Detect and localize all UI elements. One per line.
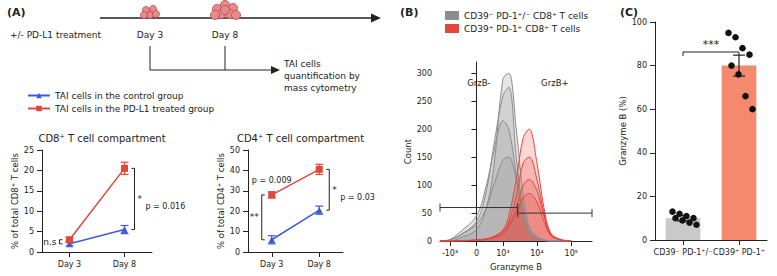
svg-text:CD8⁺ T cell compartment: CD8⁺ T cell compartment [38, 133, 165, 144]
svg-text:50: 50 [230, 146, 240, 155]
svg-text:***: *** [703, 38, 720, 51]
svg-text:p = 0.03: p = 0.03 [340, 193, 375, 202]
svg-text:300: 300 [417, 69, 432, 78]
svg-text:p = 0.016: p = 0.016 [146, 202, 186, 211]
svg-text:(A): (A) [7, 6, 26, 19]
svg-text:0: 0 [29, 248, 34, 257]
svg-text:20: 20 [637, 192, 647, 201]
svg-text:**: ** [250, 212, 260, 222]
svg-text:Day 3: Day 3 [260, 260, 283, 269]
svg-text:n.s: n.s [43, 237, 57, 247]
svg-text:0: 0 [642, 236, 647, 245]
svg-text:p = 0.009: p = 0.009 [252, 176, 292, 185]
svg-text:(C): (C) [620, 6, 638, 19]
svg-text:100: 100 [631, 17, 647, 27]
svg-text:10³: 10³ [496, 249, 509, 258]
svg-text:mass cytometry: mass cytometry [284, 83, 357, 93]
svg-text:Count: Count [403, 138, 413, 164]
svg-text:250: 250 [417, 97, 432, 106]
svg-text:CD39⁻ PD-1⁺/⁻ CD8⁺ T cells: CD39⁻ PD-1⁺/⁻ CD8⁺ T cells [464, 11, 588, 21]
svg-text:0: 0 [474, 249, 479, 258]
svg-text:Day 8: Day 8 [308, 260, 331, 269]
svg-text:150: 150 [417, 153, 432, 162]
svg-text:CD4⁺ T cell compartment: CD4⁺ T cell compartment [237, 133, 364, 144]
svg-text:40: 40 [637, 148, 647, 157]
svg-text:40: 40 [230, 166, 240, 175]
svg-text:Day 3: Day 3 [58, 260, 81, 269]
svg-text:30: 30 [230, 186, 240, 195]
svg-text:Granzyme B (%): Granzyme B (%) [618, 96, 628, 166]
svg-text:GrzB+: GrzB+ [541, 78, 569, 88]
svg-text:15: 15 [24, 186, 34, 195]
svg-text:5: 5 [29, 227, 34, 236]
svg-text:10⁵: 10⁵ [565, 249, 578, 258]
svg-text:100: 100 [417, 181, 432, 190]
svg-text:Day 8: Day 8 [113, 260, 136, 269]
svg-text:25: 25 [24, 146, 34, 155]
svg-text:*: * [332, 185, 337, 195]
svg-text:Day 8: Day 8 [212, 30, 239, 40]
svg-text:(B): (B) [400, 6, 418, 19]
svg-text:+/- PD-L1 treatment: +/- PD-L1 treatment [10, 30, 102, 40]
svg-text:TAI cells: TAI cells [283, 59, 324, 69]
svg-text:60: 60 [637, 105, 647, 114]
svg-text:Day 3: Day 3 [137, 30, 163, 40]
svg-text:% of total CD4⁺ T cells: % of total CD4⁺ T cells [216, 153, 226, 249]
svg-text:80: 80 [637, 61, 647, 70]
svg-text:10: 10 [24, 207, 34, 216]
svg-text:CD39⁻ PD-1⁺/⁻: CD39⁻ PD-1⁺/⁻ [654, 248, 713, 257]
svg-text:50: 50 [422, 209, 432, 218]
svg-text:CD39⁺ PD-1⁺ CD8⁺ T cells: CD39⁺ PD-1⁺ CD8⁺ T cells [464, 24, 581, 34]
svg-text:-10³: -10³ [442, 249, 458, 258]
svg-text:CD39⁺ PD-1⁺: CD39⁺ PD-1⁺ [713, 248, 765, 257]
svg-text:*: * [138, 194, 143, 204]
svg-text:TAI cells in the PD-L1 treated: TAI cells in the PD-L1 treated group [54, 104, 215, 114]
svg-text:20: 20 [24, 166, 34, 175]
svg-text:10: 10 [230, 227, 240, 236]
svg-text:% of total CD8⁺ T cells: % of total CD8⁺ T cells [10, 153, 20, 249]
svg-text:10⁴: 10⁴ [530, 249, 543, 258]
svg-text:TAI cells in the control group: TAI cells in the control group [54, 91, 184, 101]
svg-text:0: 0 [235, 248, 240, 257]
svg-text:Granzyme B: Granzyme B [490, 262, 542, 272]
svg-text:quantification by: quantification by [284, 71, 363, 81]
svg-text:20: 20 [230, 207, 240, 216]
svg-text:0: 0 [427, 237, 432, 246]
svg-text:GrzB-: GrzB- [467, 78, 490, 88]
svg-text:200: 200 [417, 125, 432, 134]
